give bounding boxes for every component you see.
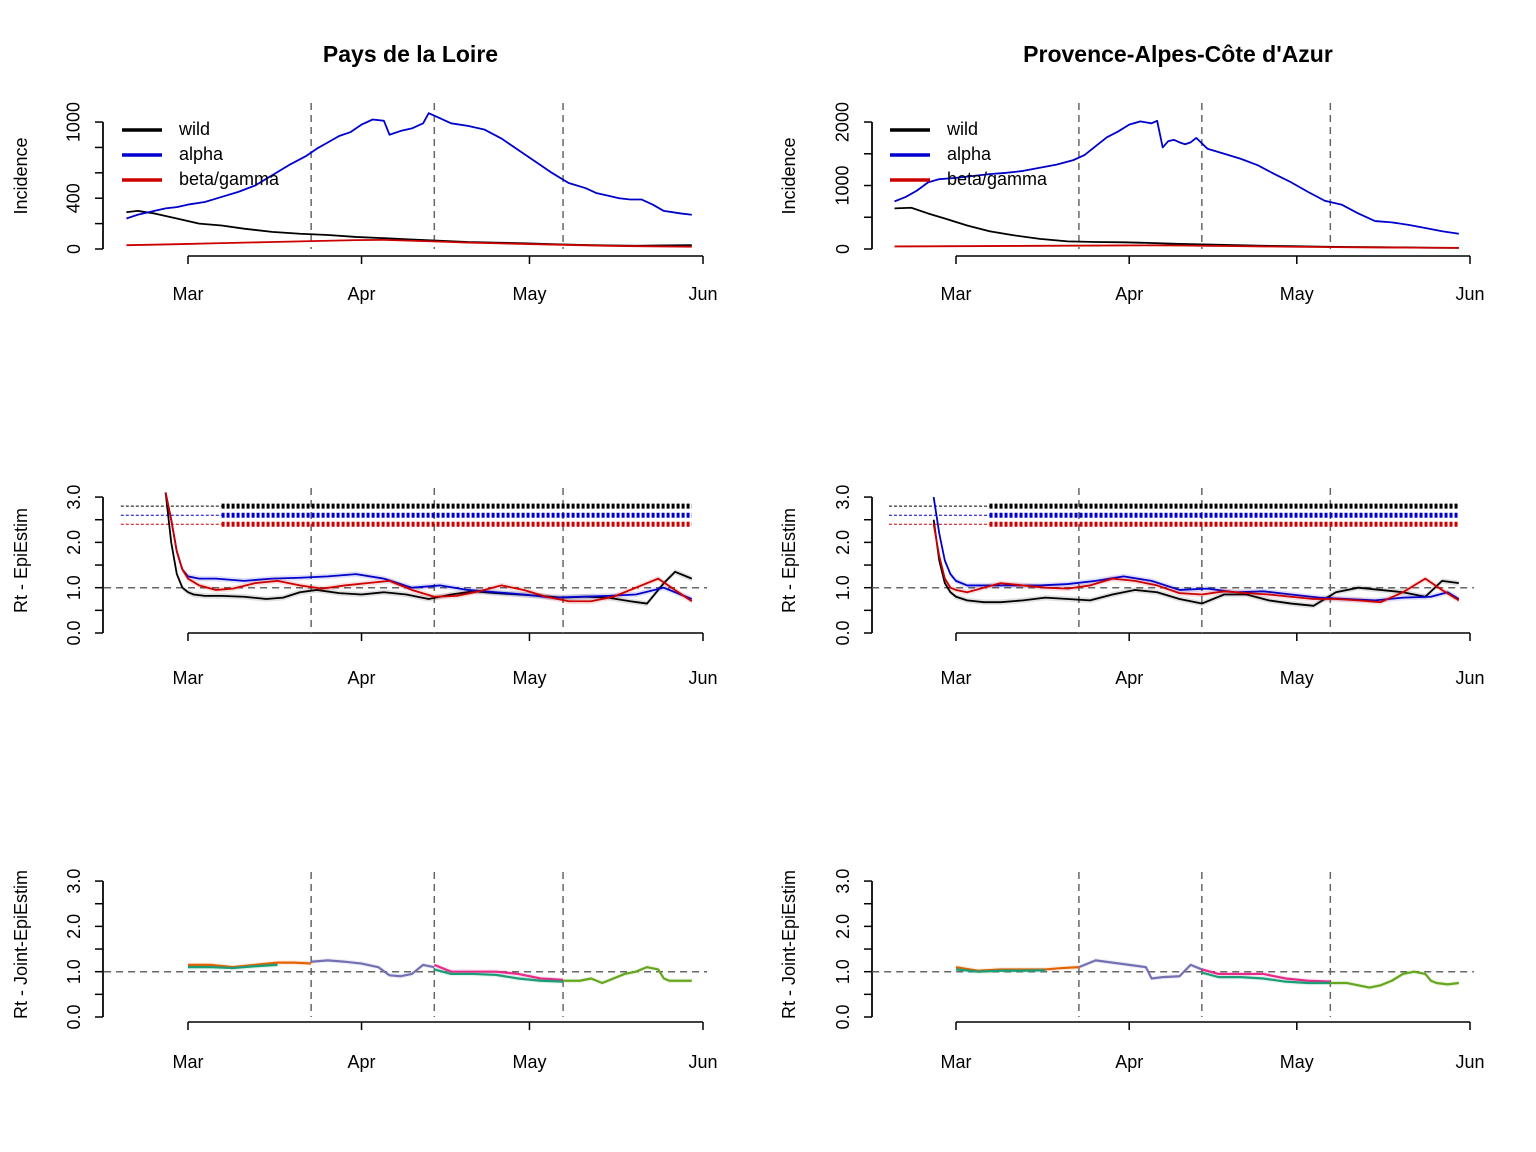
- uncertainty-band: [188, 962, 278, 971]
- y-tick-label: 3.0: [64, 485, 84, 510]
- panel-3: Rt - EpiEstim 0.0 1.0 2.0 3.0 Mar Apr May Jun: [11, 485, 718, 688]
- y-axis-label: Incidence: [11, 137, 31, 214]
- y-tick-label: 0.0: [64, 1004, 84, 1029]
- x-tick-label: May: [512, 1052, 546, 1072]
- y-tick-label: 3.0: [64, 869, 84, 894]
- legend-label: alpha: [947, 144, 992, 164]
- uncertainty-band: [563, 964, 692, 986]
- y-tick-label: 0: [833, 244, 853, 254]
- x-tick-label: Jun: [688, 668, 717, 688]
- y-tick-label: 3.0: [833, 485, 853, 510]
- series-line-segment-1-lower: [188, 963, 278, 970]
- x-tick-label: Mar: [173, 1052, 204, 1072]
- y-axis-label: Rt - EpiEstim: [11, 508, 31, 613]
- series-line-alpha: [894, 119, 1459, 235]
- uncertainty-band: [165, 489, 692, 607]
- x-tick-label: Apr: [1115, 668, 1143, 688]
- panel-4: Rt - EpiEstim 0.0 1.0 2.0 3.0 Mar Apr May Jun: [779, 485, 1485, 688]
- y-axis-label: Incidence: [779, 137, 799, 214]
- x-tick-label: Jun: [688, 284, 717, 304]
- y-tick-label: 2.0: [833, 914, 853, 939]
- x-tick-label: Mar: [941, 1052, 972, 1072]
- x-tick-label: May: [1280, 284, 1314, 304]
- panel-2: Provence-Alpes-Côte d'Azur Incidence 0 1000…: [779, 41, 1485, 304]
- panel-title: Pays de la Loire: [323, 41, 498, 67]
- y-tick-label: 3.0: [833, 869, 853, 894]
- x-tick-label: May: [1280, 1052, 1314, 1072]
- panel-title: Provence-Alpes-Côte d'Azur: [1023, 41, 1333, 67]
- series-line-beta/gamma: [894, 244, 1459, 249]
- legend-label: wild: [178, 119, 210, 139]
- legend-label: alpha: [179, 144, 224, 164]
- series-line-beta/gamma: [932, 524, 1460, 604]
- legend-label: wild: [946, 119, 978, 139]
- x-tick-label: Apr: [1115, 284, 1143, 304]
- series-line-wild: [932, 519, 1459, 607]
- y-tick-label: 2.0: [833, 530, 853, 555]
- x-tick-label: Jun: [1455, 1052, 1484, 1072]
- y-tick-label: 1.0: [64, 959, 84, 984]
- panel-5: Rt - Joint-EpiEstim 0.0 1.0 2.0 3.0 Mar Apr May…: [11, 869, 718, 1072]
- series-line-beta/gamma: [164, 492, 693, 603]
- x-tick-label: Jun: [1455, 284, 1484, 304]
- y-tick-label: 1000: [64, 102, 84, 142]
- series-line-segment-3-lower: [1201, 971, 1331, 985]
- y-axis-label: Rt - EpiEstim: [779, 508, 799, 613]
- y-tick-label: 2.0: [64, 530, 84, 555]
- y-tick-label: 1000: [833, 165, 853, 205]
- series-line-segment-3-upper: [1201, 968, 1331, 983]
- y-tick-label: 1.0: [833, 575, 853, 600]
- series-line-segment-4: [1330, 970, 1459, 989]
- panel-6: Rt - Joint-EpiEstim 0.0 1.0 2.0 3.0 Mar Apr May…: [779, 869, 1485, 1072]
- y-tick-label: 2000: [833, 102, 853, 142]
- y-tick-label: 1.0: [64, 575, 84, 600]
- series-line-wild: [894, 206, 1459, 249]
- x-tick-label: May: [512, 668, 546, 688]
- x-tick-label: Mar: [173, 284, 204, 304]
- x-tick-label: Apr: [348, 284, 376, 304]
- y-axis-label: Rt - Joint-EpiEstim: [11, 870, 31, 1019]
- x-tick-label: Jun: [688, 1052, 717, 1072]
- x-tick-label: May: [1280, 668, 1314, 688]
- series-line-beta/gamma: [126, 238, 692, 248]
- series-line-segment-1-lower: [955, 968, 1046, 973]
- x-tick-label: Mar: [941, 668, 972, 688]
- series-line-segment-2: [311, 959, 435, 978]
- legend-label: beta/gamma: [947, 169, 1048, 189]
- legend-label: beta/gamma: [179, 169, 280, 189]
- series-line-alpha: [164, 492, 693, 600]
- x-tick-label: Mar: [173, 668, 204, 688]
- series-line-segment-3-upper: [433, 963, 564, 981]
- series-line-segment-1-upper: [188, 961, 312, 969]
- y-tick-label: 0: [64, 244, 84, 254]
- panel-1: Pays de la Loire Incidence 0 400 1000 Mar Apr M…: [11, 41, 718, 304]
- x-tick-label: Apr: [348, 668, 376, 688]
- uncertainty-band: [1078, 958, 1202, 981]
- series-line-alpha: [932, 496, 1460, 602]
- x-tick-label: Mar: [941, 284, 972, 304]
- y-tick-label: 2.0: [64, 914, 84, 939]
- y-tick-label: 0.0: [64, 620, 84, 645]
- uncertainty-band: [311, 958, 435, 979]
- series-line-alpha: [126, 112, 692, 220]
- series-line-segment-2: [1078, 959, 1203, 980]
- x-tick-label: Apr: [348, 1052, 376, 1072]
- y-tick-label: 1.0: [833, 959, 853, 984]
- x-tick-label: Apr: [1115, 1052, 1143, 1072]
- series-line-segment-3-lower: [434, 968, 564, 983]
- x-tick-label: Jun: [1455, 668, 1484, 688]
- y-tick-label: 0.0: [833, 620, 853, 645]
- y-axis-label: Rt - Joint-EpiEstim: [779, 870, 799, 1019]
- x-tick-label: May: [512, 284, 546, 304]
- y-tick-label: 400: [64, 183, 84, 213]
- series-line-segment-4: [563, 966, 692, 985]
- y-tick-label: 0.0: [833, 1004, 853, 1029]
